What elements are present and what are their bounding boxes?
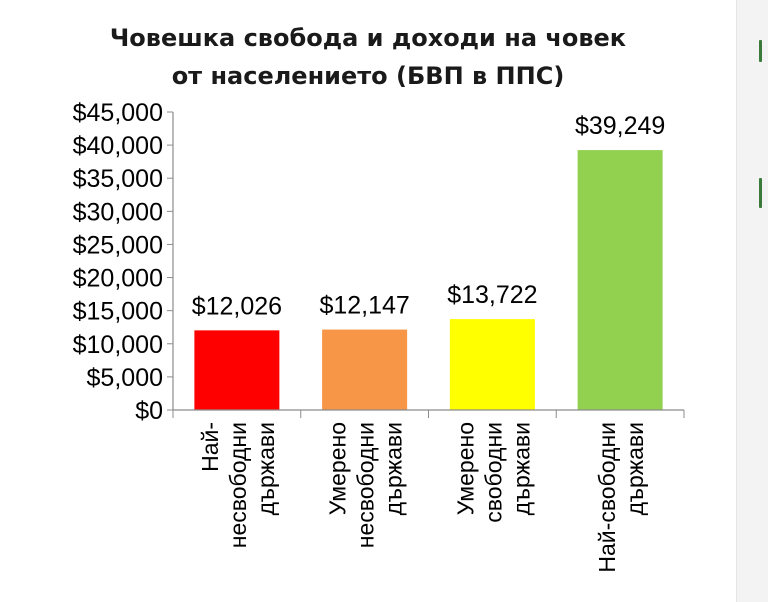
- category-label-line: несвободни: [225, 422, 251, 548]
- category-label-line: държави: [381, 422, 407, 515]
- chart-title-line-1: Човешка свобода и доходи на човек: [109, 24, 627, 52]
- category-label: Най-несвободни държави: [197, 422, 279, 548]
- y-tick-label: $35,000: [73, 165, 163, 193]
- data-label: $39,249: [575, 112, 665, 140]
- category-label-line: Умерено: [452, 422, 478, 515]
- y-tick-label: $25,000: [73, 231, 163, 259]
- edge-mark: [759, 40, 762, 62]
- data-label: $13,722: [447, 281, 537, 309]
- y-tick-label: $10,000: [73, 331, 163, 359]
- bar: [194, 330, 280, 410]
- category-label: Най-свободни държави: [594, 422, 648, 573]
- category-label-line: държави: [622, 422, 648, 515]
- data-label: $12,147: [319, 292, 409, 320]
- category-label: Умерено несвободни държави: [325, 422, 407, 548]
- category-label-line: Най-: [197, 422, 223, 472]
- y-tick-label: $30,000: [73, 198, 163, 226]
- category-label-line: свободни: [480, 422, 506, 523]
- category-label-line: държави: [508, 422, 534, 515]
- edge-mark: [759, 178, 762, 208]
- category-label: Умерено свободни държави: [452, 422, 534, 523]
- y-tick-label: $0: [135, 397, 163, 425]
- right-side-panel: [736, 0, 768, 602]
- category-label-line: Умерено: [325, 422, 351, 515]
- chart-area: Човешка свобода и доходи на човек от нас…: [72, 24, 685, 573]
- bar: [322, 329, 408, 410]
- y-tick-label: $5,000: [87, 364, 163, 392]
- category-label-line: несвободни: [353, 422, 379, 548]
- bar: [577, 150, 663, 410]
- category-label-line: Най-свободни: [594, 422, 620, 573]
- chart-title-line-2: от населението (БВП в ППС): [171, 62, 565, 90]
- y-tick-label: $15,000: [73, 298, 163, 326]
- y-tick-label: $20,000: [73, 265, 163, 293]
- category-label-line: държави: [253, 422, 279, 515]
- y-tick-label: $45,000: [73, 99, 163, 127]
- y-tick-label: $40,000: [73, 132, 163, 160]
- bar-chart: $0 $5,000 $10,000 $15,000 $20,000 $25,000 $30,…: [73, 99, 685, 573]
- bar: [449, 319, 535, 410]
- data-label: $12,026: [192, 292, 282, 320]
